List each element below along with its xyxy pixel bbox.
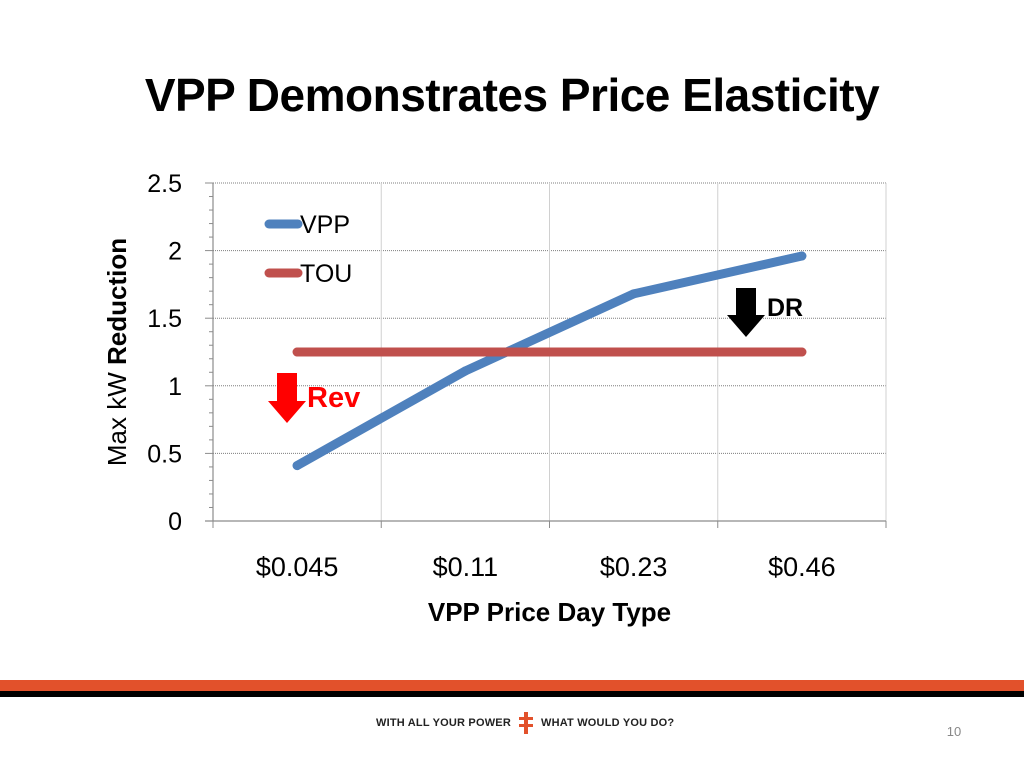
annotation-label-rev: Rev [307,382,360,414]
footer-black-bar [0,691,1024,697]
annotation-arrow-down-icon [268,373,306,423]
data-point-tou [797,347,807,357]
brand-logo-icon [518,712,533,734]
y-tick-label: 2 [168,238,182,266]
y-tick-label: 0 [168,508,182,536]
x-tick-label: $0.045 [256,552,339,582]
legend-label-vpp: VPP [300,211,350,239]
y-axis-label: Max kW Reduction [102,238,132,466]
data-point-vpp [797,251,807,261]
price-elasticity-chart: 0 0.5 1 1.5 2 2.5 $0.045 $0.11 $0.23 $0.46 VPP Pri… [102,170,887,627]
x-tick-label: $0.46 [768,552,836,582]
footer-orange-bar [0,680,1024,691]
data-point-vpp [292,461,302,471]
y-tick-label: 1 [168,373,182,401]
data-point-tou [629,347,639,357]
data-point-vpp [460,366,470,376]
slide-title: VPP Demonstrates Price Elasticity [144,69,880,121]
data-point-tou [292,347,302,357]
data-point-tou [460,347,470,357]
tagline-right: WHAT WOULD YOU DO? [540,717,675,729]
page-number: 10 [946,724,962,739]
tagline-left: WITH ALL YOUR POWER [376,717,511,729]
y-axis-label-plain: Max kW [102,365,132,466]
legend-label-tou: TOU [300,260,352,288]
data-point-vpp [629,289,639,299]
annotation-arrow-down-icon [727,288,765,337]
series-line-vpp [292,251,807,471]
y-tick-label: 0.5 [147,440,182,468]
y-tick-label: 2.5 [147,170,182,198]
y-tick-label: 1.5 [147,305,182,333]
annotation-label-dr: DR [767,294,803,322]
x-axis-label: VPP Price Day Type [428,597,671,627]
y-axis-label-bold: Reduction [102,238,132,365]
footer-tagline: WITH ALL YOUR POWER WHAT WOULD YOU DO? [376,712,674,734]
x-tick-label: $0.23 [600,552,668,582]
x-tick-label: $0.11 [433,552,499,582]
